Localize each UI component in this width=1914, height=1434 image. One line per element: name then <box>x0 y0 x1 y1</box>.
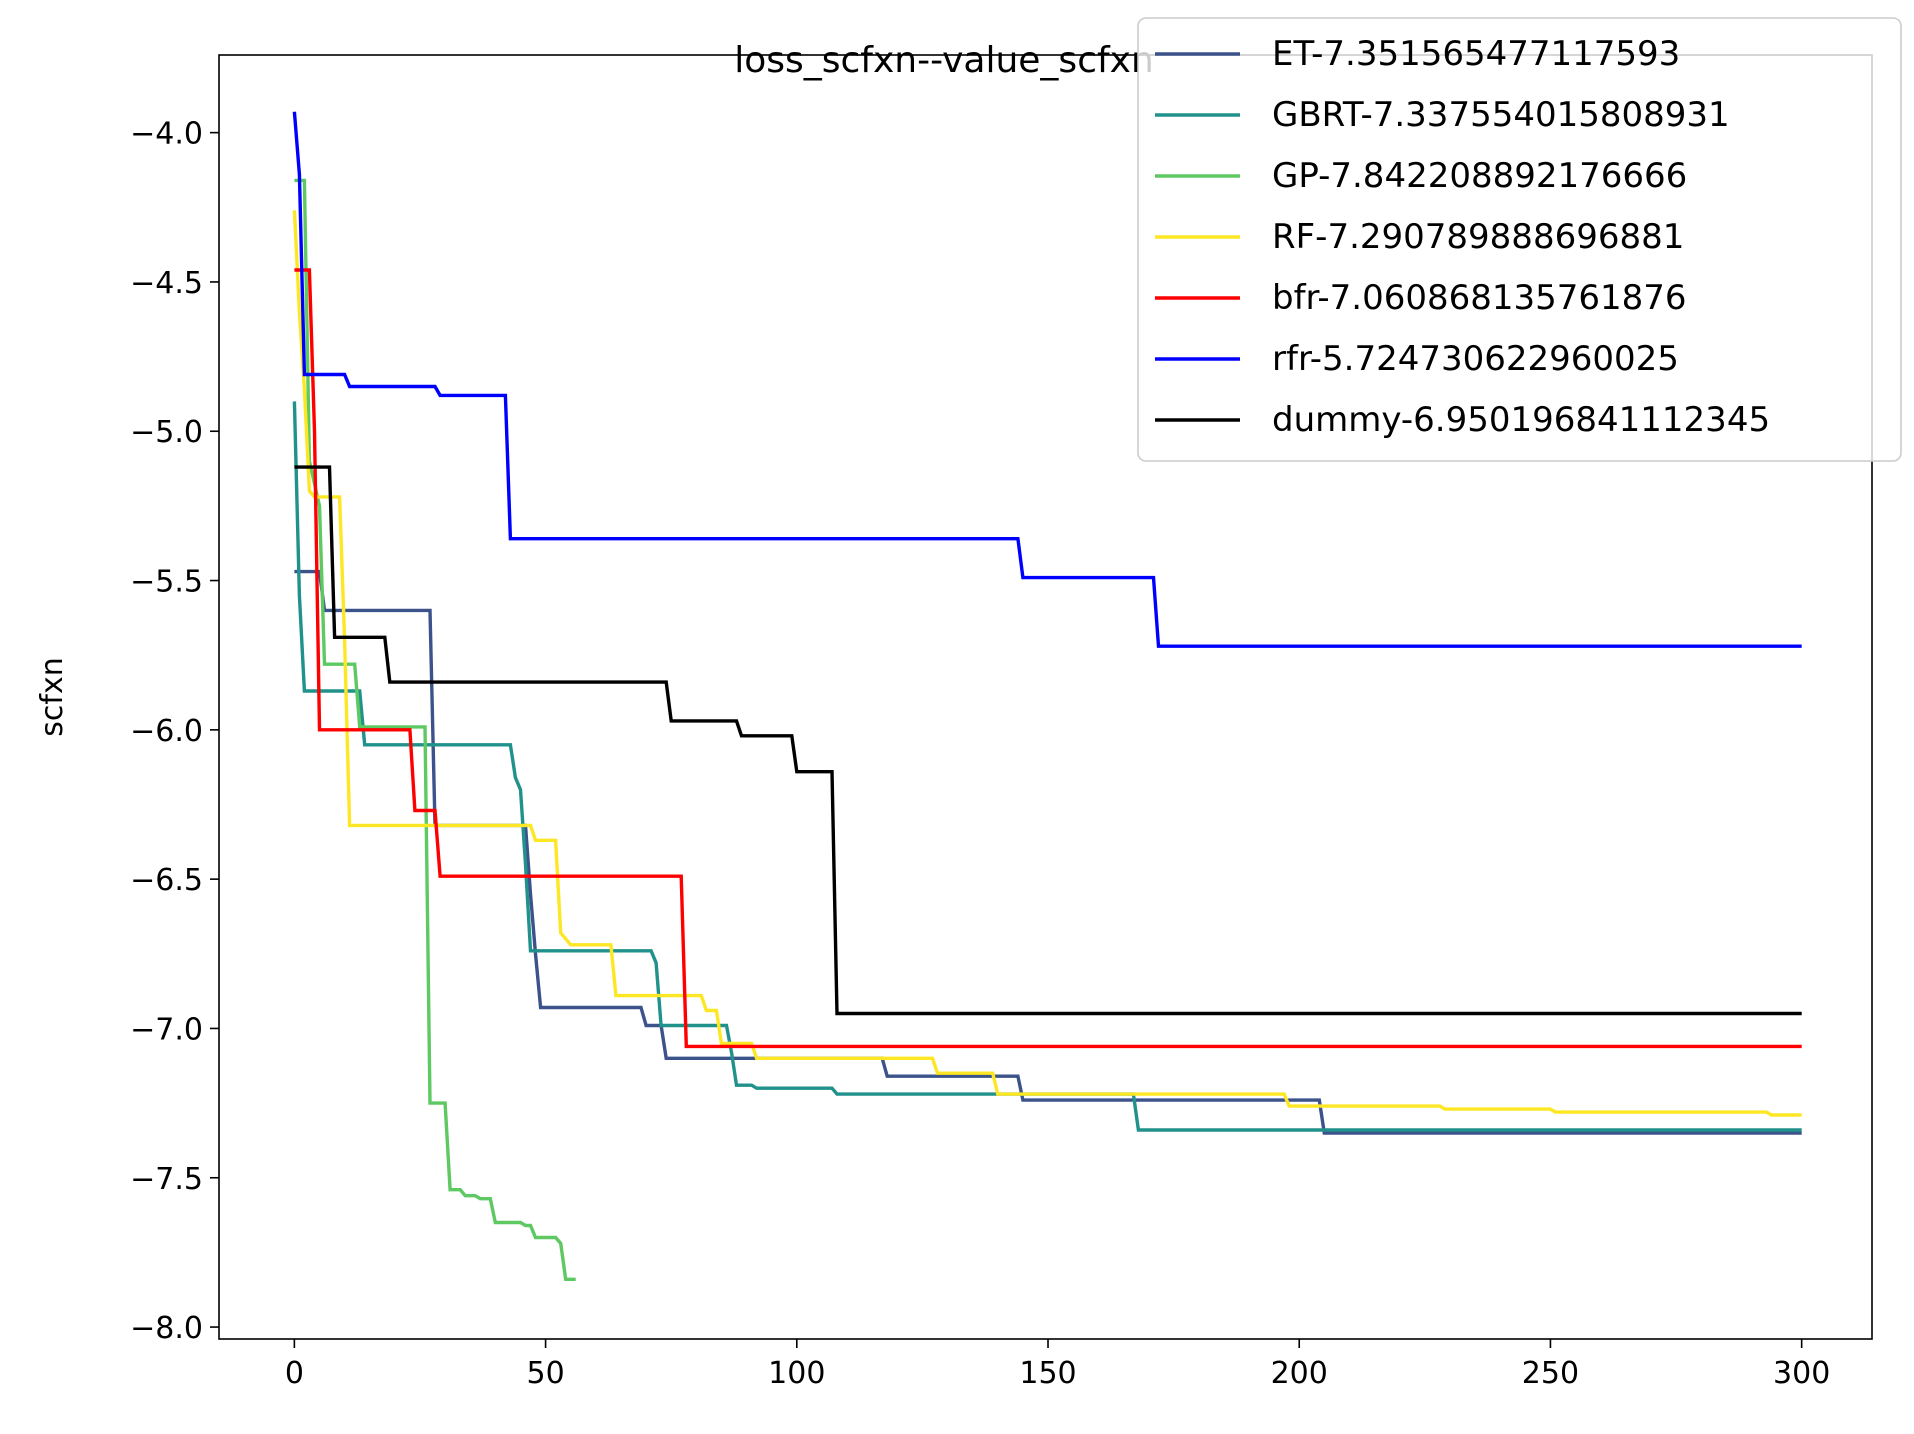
x-tick-label: 0 <box>285 1356 304 1391</box>
legend-entries: ET-7.351565477117593 GBRT-7.3375540158089… <box>1155 34 1770 440</box>
chart-title: loss_scfxn--value_scfxn <box>734 40 1154 81</box>
legend-label-4: bfr-7.060868135761876 <box>1272 278 1687 318</box>
legend-label-6: dummy-6.950196841112345 <box>1272 400 1770 440</box>
y-tick-label: −6.5 <box>130 863 203 898</box>
legend-box <box>1137 17 1902 462</box>
y-tick-label: −4.5 <box>130 266 203 301</box>
y-tick-label: −6.0 <box>130 714 203 749</box>
plot-frame <box>218 54 1873 1340</box>
y-tick-label: −5.0 <box>130 415 203 450</box>
series-line-5 <box>292 111 1802 648</box>
legend-label-3: RF-7.290789888696881 <box>1272 217 1684 257</box>
y-axis: −4.0 −4.5 −5.0 −5.5 −6.0 −6.5 −7.0 −7.5 −8.0 <box>130 117 219 1346</box>
x-tick-label: 300 <box>1773 1356 1830 1391</box>
legend-label-0: ET-7.351565477117593 <box>1272 34 1680 74</box>
y-tick-label: −5.5 <box>130 565 203 600</box>
x-tick-label: 150 <box>1019 1356 1076 1391</box>
y-axis-label: scfxn <box>35 657 70 736</box>
series-line-4 <box>294 268 1802 1049</box>
series-layer <box>292 111 1802 1282</box>
series-line-6 <box>294 465 1802 1016</box>
legend-label-5: rfr-5.724730622960025 <box>1272 339 1679 379</box>
series-line-2 <box>294 178 576 1282</box>
y-tick-label: −7.0 <box>130 1012 203 1047</box>
series-line-3 <box>292 210 1802 1117</box>
y-tick-label: −4.0 <box>130 117 203 152</box>
series-line-0 <box>294 569 1802 1135</box>
x-tick-label: 250 <box>1522 1356 1579 1391</box>
legend-label-2: GP-7.842208892176666 <box>1272 156 1687 196</box>
x-axis: 0 50 100 150 200 250 300 <box>285 1339 1830 1391</box>
legend-label-1: GBRT-7.337554015808931 <box>1272 95 1730 135</box>
y-tick-label: −7.5 <box>130 1162 203 1197</box>
legend: ET-7.351565477117593 GBRT-7.3375540158089… <box>1137 17 1902 462</box>
y-tick-label: −8.0 <box>130 1311 203 1346</box>
x-tick-label: 50 <box>526 1356 564 1391</box>
x-tick-label: 100 <box>768 1356 825 1391</box>
x-tick-label: 200 <box>1271 1356 1328 1391</box>
